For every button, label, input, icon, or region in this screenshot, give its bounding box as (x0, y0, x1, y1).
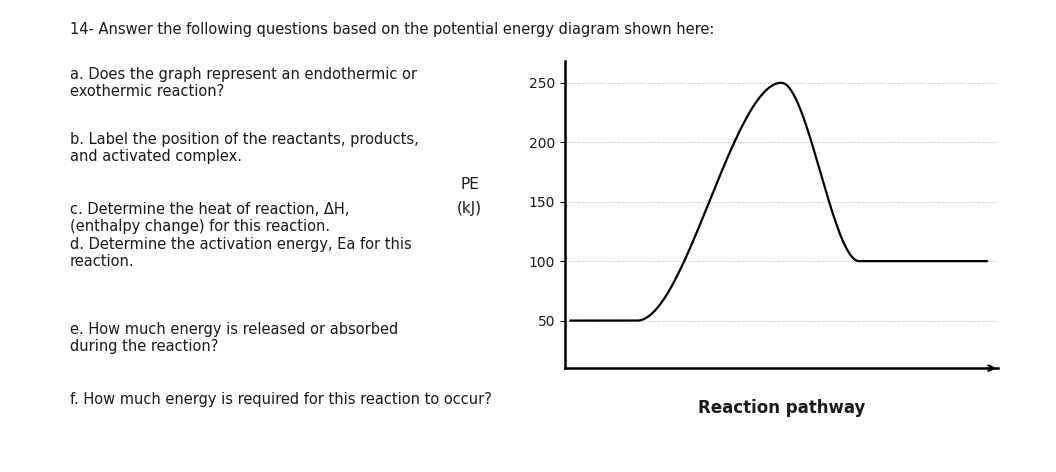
Text: Reaction pathway: Reaction pathway (698, 399, 865, 417)
Text: f. How much energy is required for this reaction to occur?: f. How much energy is required for this … (70, 392, 492, 407)
Text: b. Label the position of the reactants, products,
and activated complex.: b. Label the position of the reactants, … (70, 132, 419, 164)
Text: 14- Answer the following questions based on the potential energy diagram shown h: 14- Answer the following questions based… (70, 22, 714, 37)
Text: a. Does the graph represent an endothermic or
exothermic reaction?: a. Does the graph represent an endotherm… (70, 67, 417, 100)
Text: c. Determine the heat of reaction, ΔH,
(enthalpy change) for this reaction.
d. D: c. Determine the heat of reaction, ΔH, (… (70, 202, 412, 269)
Text: e. How much energy is released or absorbed
during the reaction?: e. How much energy is released or absorb… (70, 322, 398, 354)
Text: (kJ): (kJ) (457, 201, 483, 216)
Text: PE: PE (460, 177, 479, 192)
